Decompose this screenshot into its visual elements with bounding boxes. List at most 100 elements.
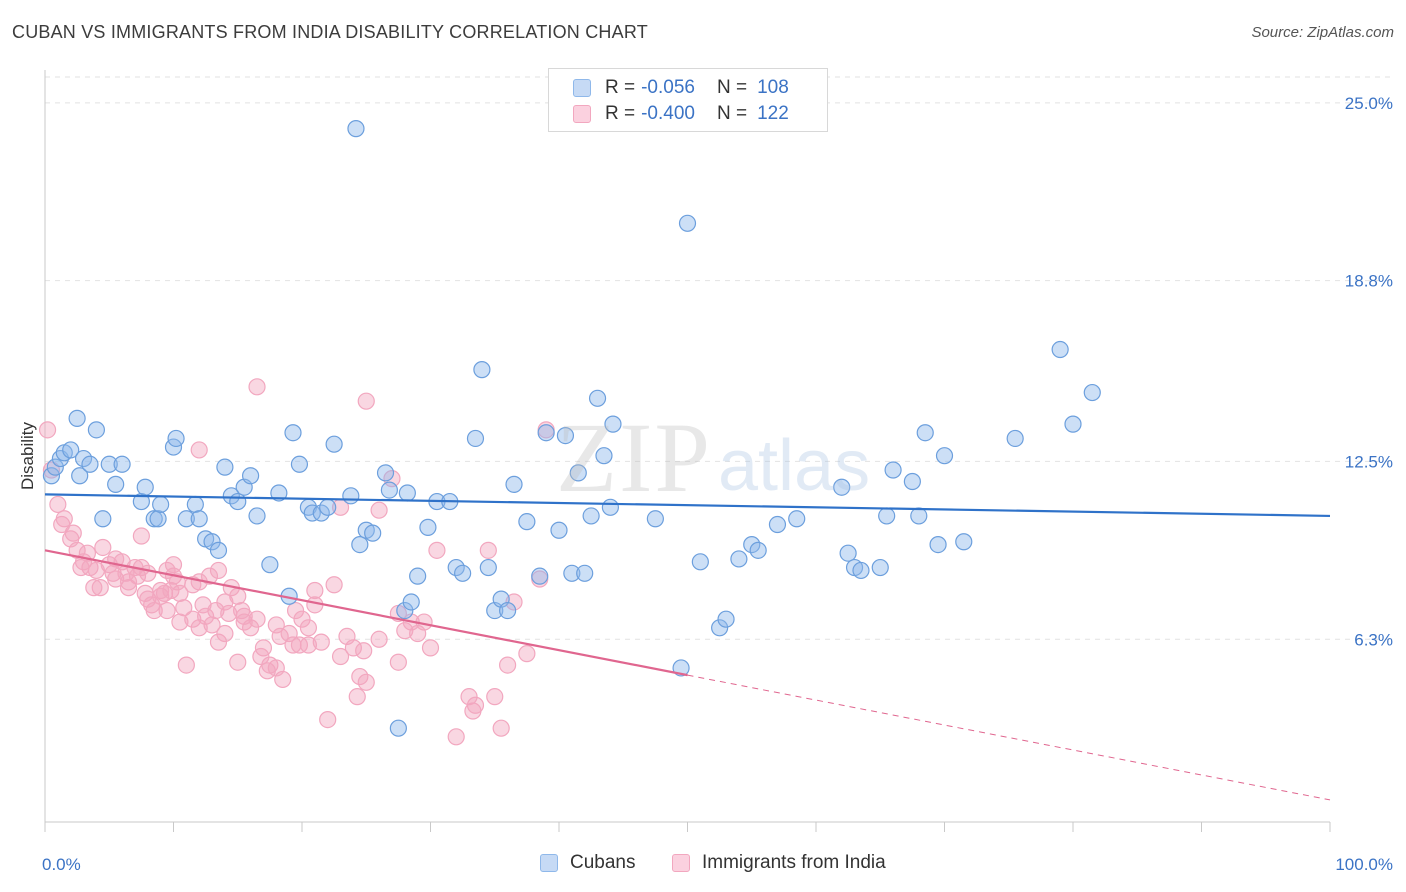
cuban-point — [342, 487, 360, 505]
india-point — [209, 561, 228, 580]
cuban-point — [871, 558, 889, 577]
india-point — [492, 719, 510, 737]
cuban-point — [505, 475, 523, 493]
cuban-point — [419, 518, 437, 536]
legend-r-label: R = — [605, 77, 636, 98]
india-point — [55, 510, 73, 528]
cuban-point — [852, 561, 870, 580]
legend-n-value: 122 — [757, 103, 789, 124]
bottom-legend-swatch-cubans — [540, 854, 558, 872]
india-point — [286, 601, 305, 620]
india-point — [248, 378, 266, 396]
india-point — [200, 567, 219, 585]
y-tick-label: 18.8% — [1345, 272, 1393, 291]
india-point — [229, 653, 247, 671]
india-point — [428, 541, 446, 559]
india-point — [370, 630, 388, 648]
cuban-point — [1051, 340, 1069, 359]
cuban-point — [152, 495, 170, 514]
y-tick-label: 6.3% — [1354, 630, 1393, 649]
cuban-point — [768, 515, 787, 534]
series-cubans — [42, 120, 1101, 737]
india-point — [325, 576, 343, 594]
cuban-point — [87, 421, 106, 439]
india-point — [184, 610, 202, 628]
cuban-point — [595, 447, 613, 465]
cuban-point — [884, 461, 902, 479]
india-point — [177, 656, 195, 674]
axes — [44, 70, 1331, 832]
legend-row-india: R = -0.400 N = 122 — [573, 102, 789, 126]
india-point — [164, 556, 183, 574]
cuban-point — [604, 415, 622, 433]
cuban-point — [556, 426, 575, 445]
cuban-point — [186, 495, 204, 514]
india-point — [344, 639, 362, 657]
india-point — [319, 710, 337, 729]
india-point — [357, 392, 375, 410]
cuban-point — [749, 541, 767, 559]
legend-row-cubans: R = -0.056 N = 108 — [573, 76, 789, 100]
cuban-point — [261, 556, 279, 574]
india-point — [107, 570, 125, 588]
bottom-legend-swatch-india — [672, 854, 690, 872]
legend-r-value: -0.400 — [641, 103, 695, 124]
cuban-point — [576, 564, 594, 582]
cuban-point — [312, 504, 330, 522]
india-point — [171, 613, 189, 631]
cuban-point — [364, 524, 382, 542]
cuban-point — [398, 484, 416, 502]
cuban-point — [1006, 429, 1024, 448]
cuban-point — [177, 510, 195, 528]
cuban-point — [531, 567, 549, 585]
cuban-point — [216, 458, 234, 476]
india-point — [64, 524, 82, 542]
cuban-point — [955, 533, 973, 551]
cuban-point — [833, 478, 851, 496]
india-point — [132, 527, 150, 545]
india-point — [306, 581, 324, 600]
cuban-point — [1083, 383, 1101, 402]
series-india — [38, 378, 555, 746]
y-axis-label: Disability — [18, 421, 37, 491]
cuban-point — [409, 567, 427, 585]
india-point — [479, 541, 497, 559]
india-point — [152, 587, 170, 605]
cuban-point — [319, 498, 337, 516]
cuban-point — [447, 558, 465, 577]
cuban-point — [678, 214, 697, 232]
cuban-point — [910, 507, 928, 525]
cuban-point — [248, 507, 266, 525]
cuban-point — [71, 467, 89, 485]
cuban-point — [479, 558, 497, 577]
legend-r-label: R = — [605, 103, 636, 124]
cuban-point — [711, 619, 729, 637]
source-credit: Source: ZipAtlas.com — [1251, 24, 1394, 41]
india-point — [505, 593, 523, 611]
india-point — [209, 633, 228, 651]
india-point — [421, 639, 440, 657]
cuban-point — [68, 409, 86, 427]
cuban-point — [94, 510, 112, 528]
legend-swatch-cubans — [573, 79, 591, 97]
india-point — [85, 579, 103, 597]
cuban-point — [672, 659, 690, 677]
cuban-point — [347, 120, 365, 138]
india-point — [466, 696, 485, 714]
x-tick-label: 100.0% — [1335, 855, 1393, 874]
cuban-point — [389, 719, 407, 737]
india-point — [38, 421, 57, 439]
cuban-point — [839, 544, 857, 562]
cuban-point — [209, 541, 228, 559]
cuban-point — [380, 481, 398, 499]
watermark-zip: ZIP — [556, 402, 712, 513]
cuban-point — [788, 510, 806, 528]
bottom-legend-cubans: Cubans — [540, 852, 636, 874]
legend-r-value: -0.056 — [641, 77, 695, 98]
cuban-point — [74, 449, 93, 468]
india-point — [119, 579, 138, 597]
cuban-point — [190, 510, 208, 528]
chart-title: CUBAN VS IMMIGRANTS FROM INDIA DISABILIT… — [12, 22, 648, 42]
india-point — [158, 601, 176, 620]
